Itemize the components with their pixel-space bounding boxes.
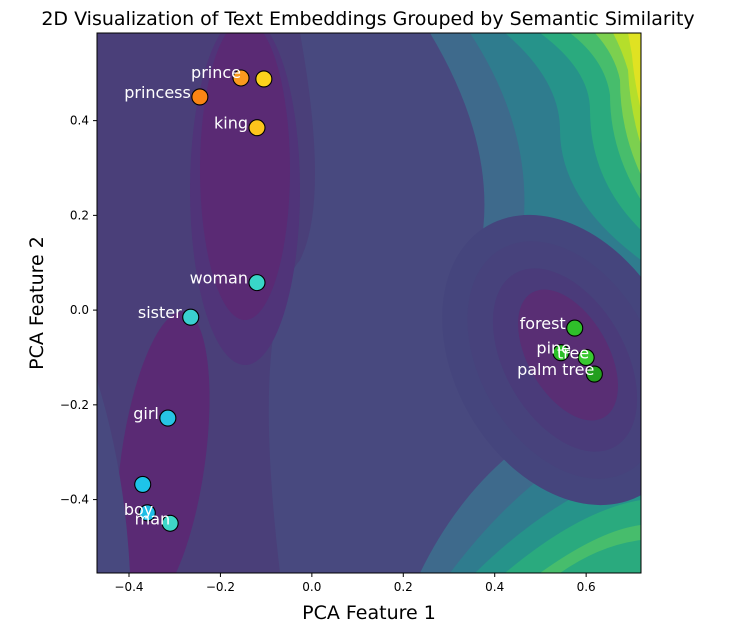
data-point xyxy=(585,365,603,383)
data-point xyxy=(566,319,584,337)
data-point xyxy=(182,308,200,326)
data-point xyxy=(255,70,273,88)
point-label: sister xyxy=(138,303,182,322)
x-axis: −0.4 −0.2 0.0 0.2 0.4 0.6 xyxy=(114,573,596,594)
data-point xyxy=(161,514,179,532)
x-axis-label: PCA Feature 1 xyxy=(302,602,436,624)
points-layer xyxy=(134,69,603,532)
data-point xyxy=(248,119,266,137)
point-label: boy xyxy=(124,500,153,519)
x-tick-label: −0.2 xyxy=(206,580,235,594)
x-tick-label: 0.4 xyxy=(485,580,504,594)
data-point xyxy=(232,69,250,87)
point-label: pine xyxy=(536,339,571,358)
data-point xyxy=(191,88,209,106)
y-tick-label: −0.2 xyxy=(60,398,89,412)
point-label: princess xyxy=(124,83,191,102)
y-axis-label: PCA Feature 2 xyxy=(26,236,48,370)
point-label: woman xyxy=(190,269,248,288)
y-tick-label: 0.0 xyxy=(70,303,89,317)
point-label: prince xyxy=(191,63,241,82)
data-point xyxy=(248,274,266,292)
point-label: forest xyxy=(520,314,566,333)
y-axis: −0.4 −0.2 0.0 0.2 0.4 xyxy=(60,114,97,507)
data-point xyxy=(134,475,152,493)
x-tick-label: 0.2 xyxy=(394,580,413,594)
y-tick-label: 0.4 xyxy=(70,114,89,128)
x-tick-label: −0.4 xyxy=(114,580,143,594)
data-point xyxy=(577,348,595,367)
data-point xyxy=(552,344,570,362)
x-tick-label: 0.6 xyxy=(577,580,596,594)
point-label: girl xyxy=(133,404,159,423)
point-label: man xyxy=(135,509,171,528)
data-point xyxy=(138,504,156,522)
y-tick-label: 0.2 xyxy=(70,208,89,222)
y-tick-label: −0.4 xyxy=(60,493,89,507)
x-tick-label: 0.0 xyxy=(302,580,321,594)
point-label: palm tree xyxy=(517,360,594,379)
plot-frame xyxy=(96,32,642,574)
data-point xyxy=(159,409,177,427)
chart-title: 2D Visualization of Text Embeddings Grou… xyxy=(41,8,694,30)
point-label: king xyxy=(214,114,248,133)
point-label: tree xyxy=(557,343,589,362)
